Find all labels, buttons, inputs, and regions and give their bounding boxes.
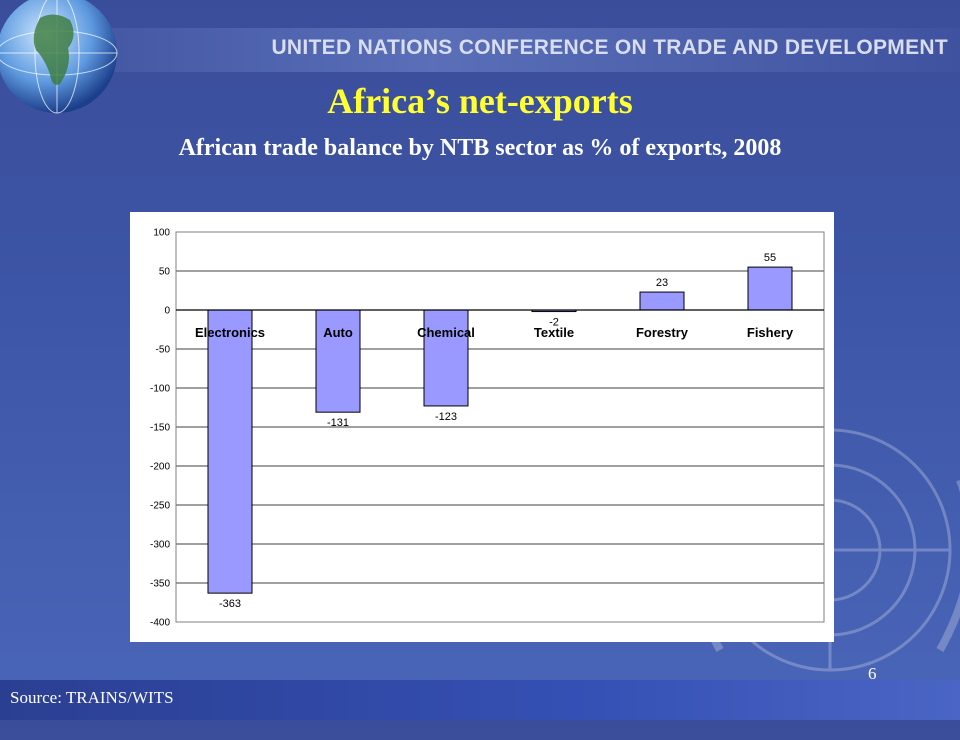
value-label-forestry: 23 <box>656 277 668 289</box>
category-label-forestry: Forestry <box>636 325 689 340</box>
y-tick-label: -100 <box>150 384 170 395</box>
value-label-fishery: 55 <box>764 252 776 264</box>
y-tick-label: -200 <box>150 462 170 473</box>
y-tick-label: -150 <box>150 423 170 434</box>
header-band <box>0 28 960 72</box>
category-label-textile: Textile <box>534 325 574 340</box>
y-tick-label: -50 <box>156 345 171 356</box>
plot-frame <box>175 231 825 623</box>
footer-bar <box>0 680 960 720</box>
org-title: UNITED NATIONS CONFERENCE ON TRADE AND D… <box>271 36 948 59</box>
y-tick-label: 0 <box>164 306 170 317</box>
slide-subtitle: African trade balance by NTB sector as %… <box>178 135 782 161</box>
chart-area: 100 50 0 -50 -100 -150 -200 -250 -300 -350 -400 -36… <box>130 212 834 642</box>
y-tick-label: -300 <box>150 540 170 551</box>
value-label-electronics: -363 <box>219 598 241 610</box>
category-label-electronics: Electronics <box>195 325 265 340</box>
slide-title: Africa’s net-exports <box>327 81 633 121</box>
y-tick-label: -250 <box>150 501 170 512</box>
y-tick-label: -400 <box>150 618 170 629</box>
bar-fishery <box>747 266 793 311</box>
globe-icon <box>0 0 118 114</box>
value-label-chemical: -123 <box>435 411 457 423</box>
bar-forestry <box>639 291 685 311</box>
source-note: Source: TRAINS/WITS <box>10 688 174 707</box>
page-number: 6 <box>868 664 877 683</box>
y-tick-label: -350 <box>150 579 170 590</box>
category-label-auto: Auto <box>323 325 353 340</box>
category-label-fishery: Fishery <box>747 325 794 340</box>
y-tick-label: 100 <box>153 228 170 239</box>
bar-chart: 100 50 0 -50 -100 -150 -200 -250 -300 -350 -400 -36… <box>150 228 825 629</box>
value-label-textile: -2 <box>549 317 559 329</box>
bar-electronics <box>207 309 253 594</box>
y-tick-label: 50 <box>159 267 171 278</box>
category-label-chemical: Chemical <box>417 325 475 340</box>
value-label-auto: -131 <box>327 417 349 429</box>
